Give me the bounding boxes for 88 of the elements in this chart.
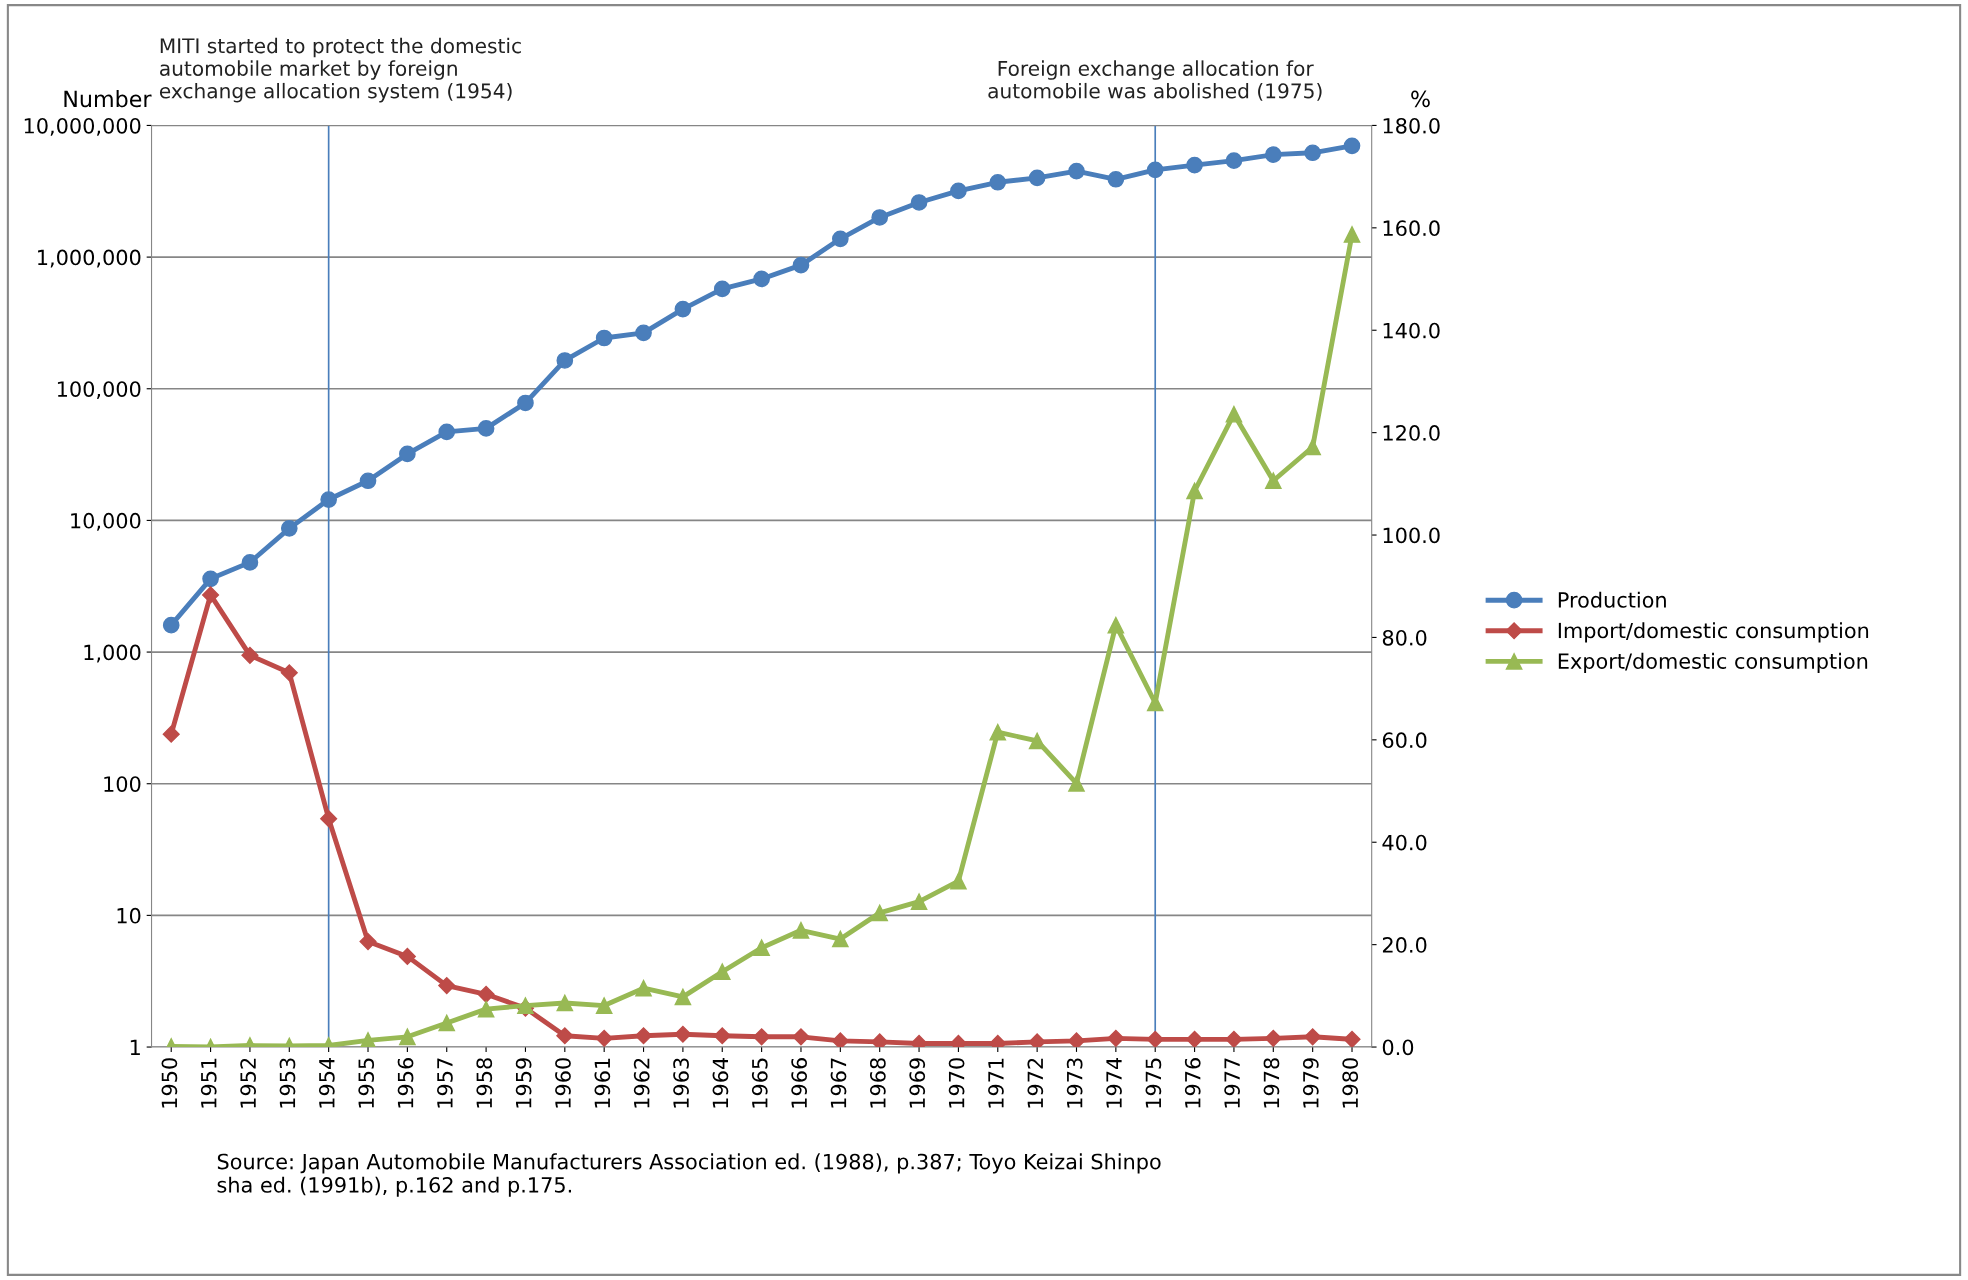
x-tick-label: 1956 <box>397 1058 414 1108</box>
x-tick-label: 1976 <box>1184 1058 1201 1108</box>
y2-tick-label: 20.0 <box>1382 937 1427 953</box>
point <box>1146 161 1164 179</box>
point <box>1186 156 1203 174</box>
point <box>674 300 692 318</box>
point <box>556 352 574 369</box>
x-tick-label: 1950 <box>161 1058 178 1108</box>
point <box>1107 170 1125 188</box>
x-tick-label: 1954 <box>318 1057 335 1108</box>
y-tick-label: 100,000 <box>57 381 141 400</box>
point <box>1343 137 1361 155</box>
point <box>871 209 889 226</box>
y2-axis-title: % <box>1411 90 1430 108</box>
point <box>1225 152 1243 170</box>
x-tick-label: 1964 <box>712 1057 729 1108</box>
point <box>832 230 849 248</box>
point <box>635 324 652 342</box>
y2-tick-label: 0.0 <box>1382 1039 1414 1056</box>
x-tick-label: 1971 <box>988 1058 1004 1108</box>
point <box>595 329 613 347</box>
x-tick-label: 1951 <box>200 1058 217 1108</box>
y2-tick-label: 100.0 <box>1383 527 1440 544</box>
y2-tick-label: 60.0 <box>1382 732 1427 749</box>
x-tick-label: 1966 <box>791 1058 808 1108</box>
point <box>280 520 298 537</box>
x-tick-label: 1952 <box>240 1058 256 1108</box>
y-axis-title: Number <box>64 90 152 108</box>
x-tick-label: 1972 <box>1027 1058 1044 1108</box>
x-tick-label: 1977 <box>1224 1058 1240 1108</box>
point <box>1264 146 1282 163</box>
y-tick-label: 1,000,000 <box>38 249 141 268</box>
point <box>1068 162 1085 180</box>
point <box>1304 144 1321 162</box>
x-tick-label: 1965 <box>751 1058 768 1108</box>
x-tick-label: 1961 <box>594 1058 611 1108</box>
y2-tick-label: 120.0 <box>1383 425 1440 441</box>
x-tick-label: 1975 <box>1145 1058 1162 1108</box>
point <box>753 270 770 288</box>
point <box>950 182 967 200</box>
x-tick-label: 1979 <box>1302 1058 1319 1108</box>
y-tick-label: 10 <box>117 907 141 924</box>
point <box>989 173 1007 191</box>
x-tick-label: 1958 <box>476 1058 493 1108</box>
point <box>1028 169 1046 187</box>
source-note: Source: Japan Automobile Manufacturers Association ed. (1988), p.387; Toyo Keizai Shinpo sha ed. (1991b), p.162 and p.175. <box>217 1153 1161 1197</box>
y-tick-label: 1 <box>130 1039 140 1055</box>
point <box>910 194 928 211</box>
y2-tick-label: 80.0 <box>1382 629 1427 646</box>
legend-label: Production <box>1558 591 1666 608</box>
y-tick-label: 10,000 <box>71 512 141 531</box>
x-tick-label: 1960 <box>555 1058 571 1108</box>
y-tick-label: 100 <box>104 776 141 792</box>
point <box>241 554 259 571</box>
y-tick-label: 1,000 <box>84 644 141 663</box>
y-tick-label: 10,000,000 <box>24 117 141 136</box>
point <box>792 256 810 274</box>
point <box>320 491 337 508</box>
point <box>202 570 219 588</box>
x-tick-label: 1957 <box>437 1058 453 1108</box>
legend-label: Export/domestic consumption <box>1558 652 1868 673</box>
y2-tick-label: 140.0 <box>1383 322 1440 339</box>
point <box>359 472 377 490</box>
point <box>162 616 180 634</box>
x-tick-label: 1967 <box>830 1058 847 1108</box>
x-tick-label: 1974 <box>1106 1057 1122 1108</box>
legend-label: Import/domestic consumption <box>1558 622 1869 643</box>
y2-tick-label: 160.0 <box>1383 220 1440 237</box>
ref-line-label: MITI started to protect the domestic automobile market by foreign exchange allocation system (1954) <box>159 37 521 103</box>
x-tick-label: 1959 <box>515 1058 532 1108</box>
y2-tick-label: 40.0 <box>1382 834 1427 851</box>
point <box>399 445 416 463</box>
x-tick-label: 1953 <box>279 1058 296 1108</box>
x-tick-label: 1978 <box>1263 1058 1280 1108</box>
x-tick-label: 1969 <box>909 1058 926 1108</box>
point <box>517 394 534 412</box>
x-tick-label: 1970 <box>948 1058 965 1108</box>
point <box>477 420 495 437</box>
point <box>438 423 456 441</box>
x-tick-label: 1955 <box>358 1058 375 1108</box>
point <box>713 280 731 298</box>
x-tick-label: 1980 <box>1342 1058 1359 1108</box>
x-tick-label: 1962 <box>633 1058 650 1108</box>
x-tick-label: 1973 <box>1066 1058 1083 1108</box>
ref-line-label: Foreign exchange allocation for automobile was abolished (1975) <box>988 60 1322 101</box>
y2-tick-label: 180.0 <box>1383 117 1440 134</box>
x-tick-label: 1968 <box>869 1058 886 1108</box>
x-tick-label: 1963 <box>673 1058 689 1108</box>
